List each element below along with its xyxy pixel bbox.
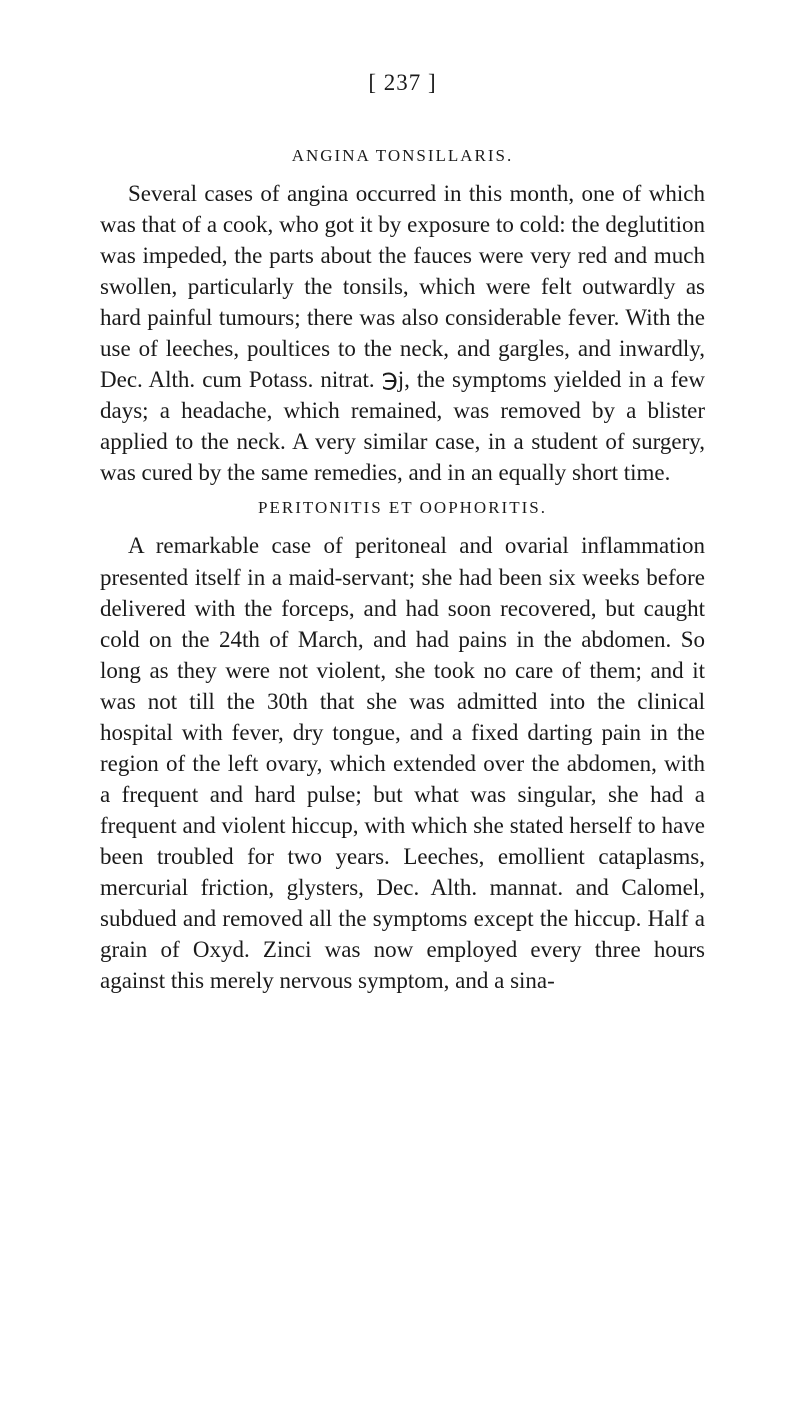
section-heading-1: ANGINA TONSILLARIS. xyxy=(100,146,705,166)
page-number: [ 237 ] xyxy=(100,70,705,96)
section-paragraph-1: Several cases of angina occurred in this… xyxy=(100,178,705,488)
section-paragraph-2: A remarkable case of peritoneal and ovar… xyxy=(100,530,705,996)
section-heading-2: PERITONITIS ET OOPHORITIS. xyxy=(100,498,705,518)
